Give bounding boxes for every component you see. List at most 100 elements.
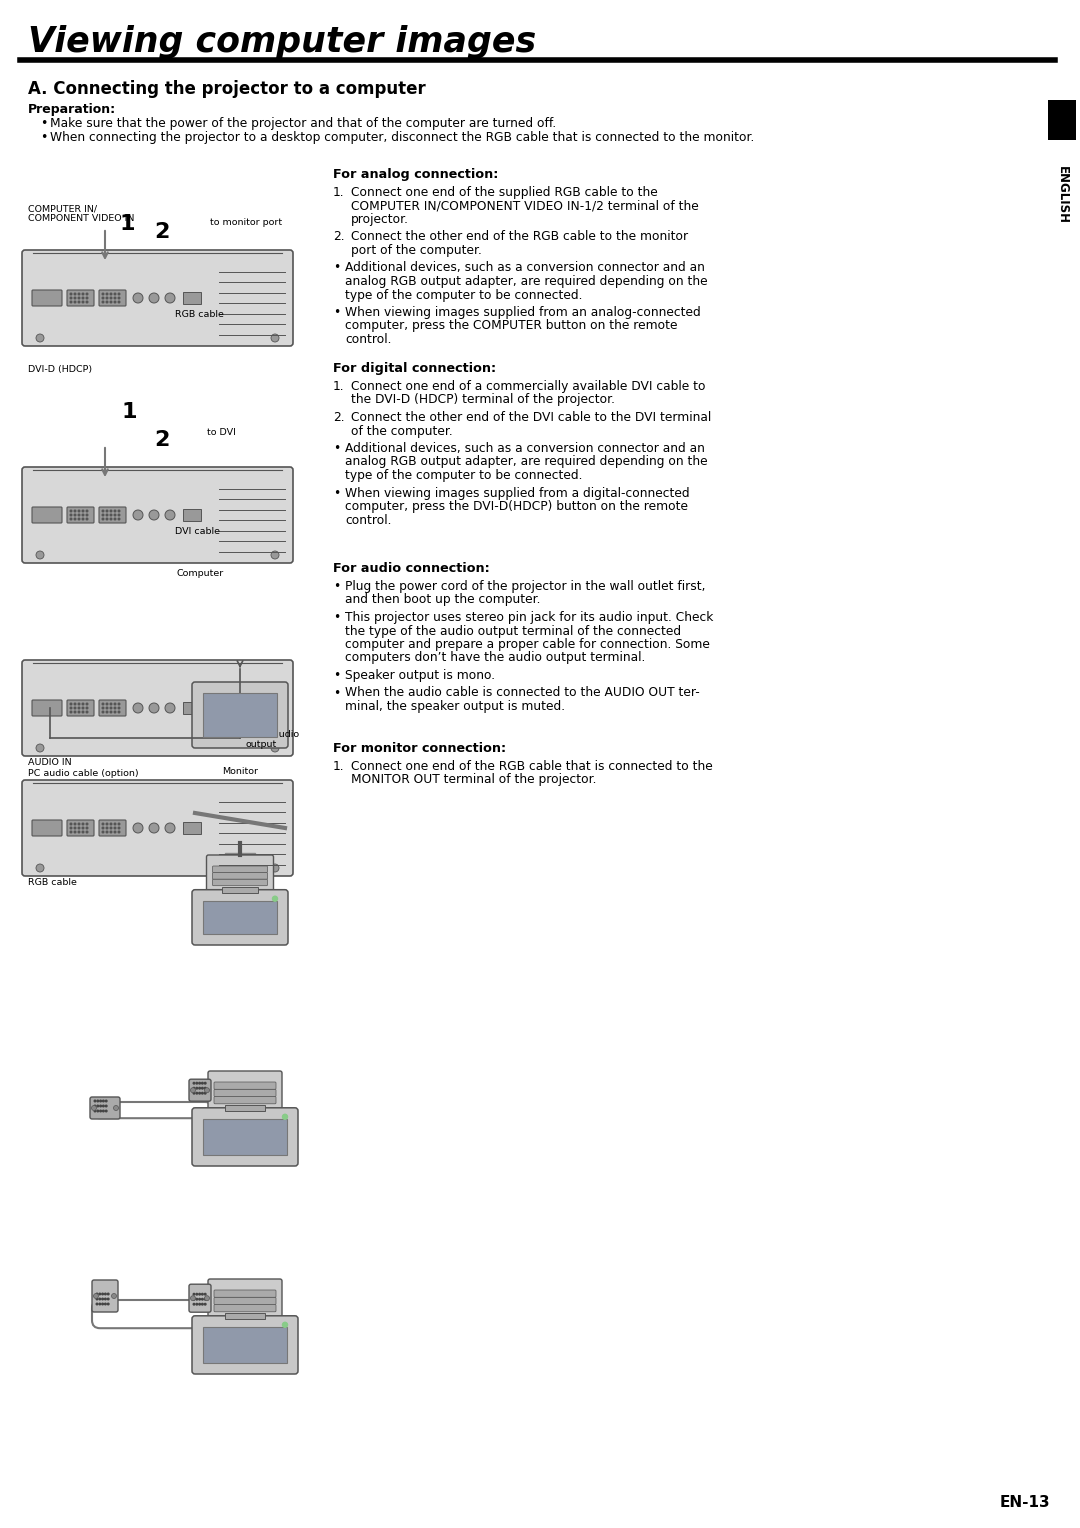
Circle shape [118,711,120,712]
Circle shape [106,711,108,712]
Text: and then boot up the computer.: and then boot up the computer. [345,593,540,607]
FancyBboxPatch shape [192,1108,298,1166]
Text: Connect one end of the RGB cable that is connected to the: Connect one end of the RGB cable that is… [351,759,713,773]
FancyBboxPatch shape [208,1071,282,1112]
Bar [1048,99,1076,141]
FancyBboxPatch shape [32,700,62,717]
Circle shape [82,518,84,520]
Circle shape [165,824,175,833]
Bar [203,1326,287,1363]
Circle shape [75,301,76,303]
Circle shape [195,1303,198,1305]
FancyBboxPatch shape [99,821,126,836]
Circle shape [82,515,84,516]
Circle shape [133,824,143,833]
Circle shape [110,301,112,303]
Circle shape [86,510,87,512]
Text: DVI cable: DVI cable [175,527,220,536]
Circle shape [106,301,108,303]
Circle shape [75,707,76,709]
FancyBboxPatch shape [22,660,293,756]
FancyBboxPatch shape [214,1082,276,1089]
Text: Connect the other end of the DVI cable to the DVI terminal: Connect the other end of the DVI cable t… [351,411,712,423]
Text: Additional devices, such as a conversion connector and an: Additional devices, such as a conversion… [345,261,705,275]
Text: minal, the speaker output is muted.: minal, the speaker output is muted. [345,700,565,714]
Text: RGB cable: RGB cable [28,879,77,886]
Circle shape [118,510,120,512]
Circle shape [149,510,159,520]
Circle shape [202,1082,203,1083]
Circle shape [75,824,76,825]
FancyBboxPatch shape [67,507,94,523]
Circle shape [78,711,80,712]
Circle shape [199,1093,201,1094]
Bar [225,1105,265,1111]
Circle shape [103,1111,104,1112]
Circle shape [70,293,71,295]
Text: to PC audio
output: to PC audio output [245,730,299,749]
FancyBboxPatch shape [67,821,94,836]
FancyBboxPatch shape [206,856,273,895]
Circle shape [86,515,87,516]
Circle shape [94,1294,98,1299]
Circle shape [114,711,116,712]
Text: of the computer.: of the computer. [351,425,453,437]
Circle shape [36,335,44,342]
FancyBboxPatch shape [22,468,293,562]
Circle shape [133,293,143,303]
Circle shape [106,1100,107,1102]
Circle shape [165,293,175,303]
Circle shape [114,827,116,828]
Bar [203,694,276,736]
Circle shape [149,824,159,833]
Text: PC audio cable (option): PC audio cable (option) [28,769,138,778]
Circle shape [75,515,76,516]
Circle shape [133,510,143,520]
Circle shape [110,831,112,833]
Circle shape [99,1299,100,1300]
Circle shape [70,711,71,712]
Circle shape [118,831,120,833]
Text: For analog connection:: For analog connection: [333,168,498,180]
Circle shape [82,831,84,833]
Circle shape [97,1111,98,1112]
Circle shape [86,827,87,828]
Circle shape [86,518,87,520]
Circle shape [86,831,87,833]
Circle shape [204,1088,206,1089]
Text: Speaker output is mono.: Speaker output is mono. [345,669,495,681]
Circle shape [82,293,84,295]
Circle shape [105,1303,106,1305]
Circle shape [86,711,87,712]
FancyBboxPatch shape [99,290,126,306]
Circle shape [271,335,279,342]
Circle shape [75,703,76,704]
Circle shape [75,510,76,512]
Circle shape [75,827,76,828]
Circle shape [105,1299,106,1300]
Text: Additional devices, such as a conversion connector and an: Additional devices, such as a conversion… [345,442,705,455]
Circle shape [110,827,112,828]
Circle shape [193,1082,194,1083]
Circle shape [75,518,76,520]
Circle shape [75,711,76,712]
Circle shape [204,1303,206,1305]
Circle shape [103,1105,104,1106]
Circle shape [103,518,104,520]
Text: A. Connecting the projector to a computer: A. Connecting the projector to a compute… [28,79,426,98]
FancyBboxPatch shape [192,681,288,749]
Circle shape [283,1322,287,1328]
Text: type of the computer to be connected.: type of the computer to be connected. [345,469,582,481]
FancyBboxPatch shape [92,1280,118,1313]
Circle shape [110,518,112,520]
Text: projector.: projector. [351,212,409,226]
Text: 1.: 1. [333,380,345,393]
Circle shape [102,1299,104,1300]
Circle shape [96,1299,98,1300]
Circle shape [195,1299,198,1300]
Circle shape [92,1105,96,1111]
Circle shape [78,510,80,512]
Circle shape [106,293,108,295]
Circle shape [199,1082,201,1083]
Circle shape [118,707,120,709]
